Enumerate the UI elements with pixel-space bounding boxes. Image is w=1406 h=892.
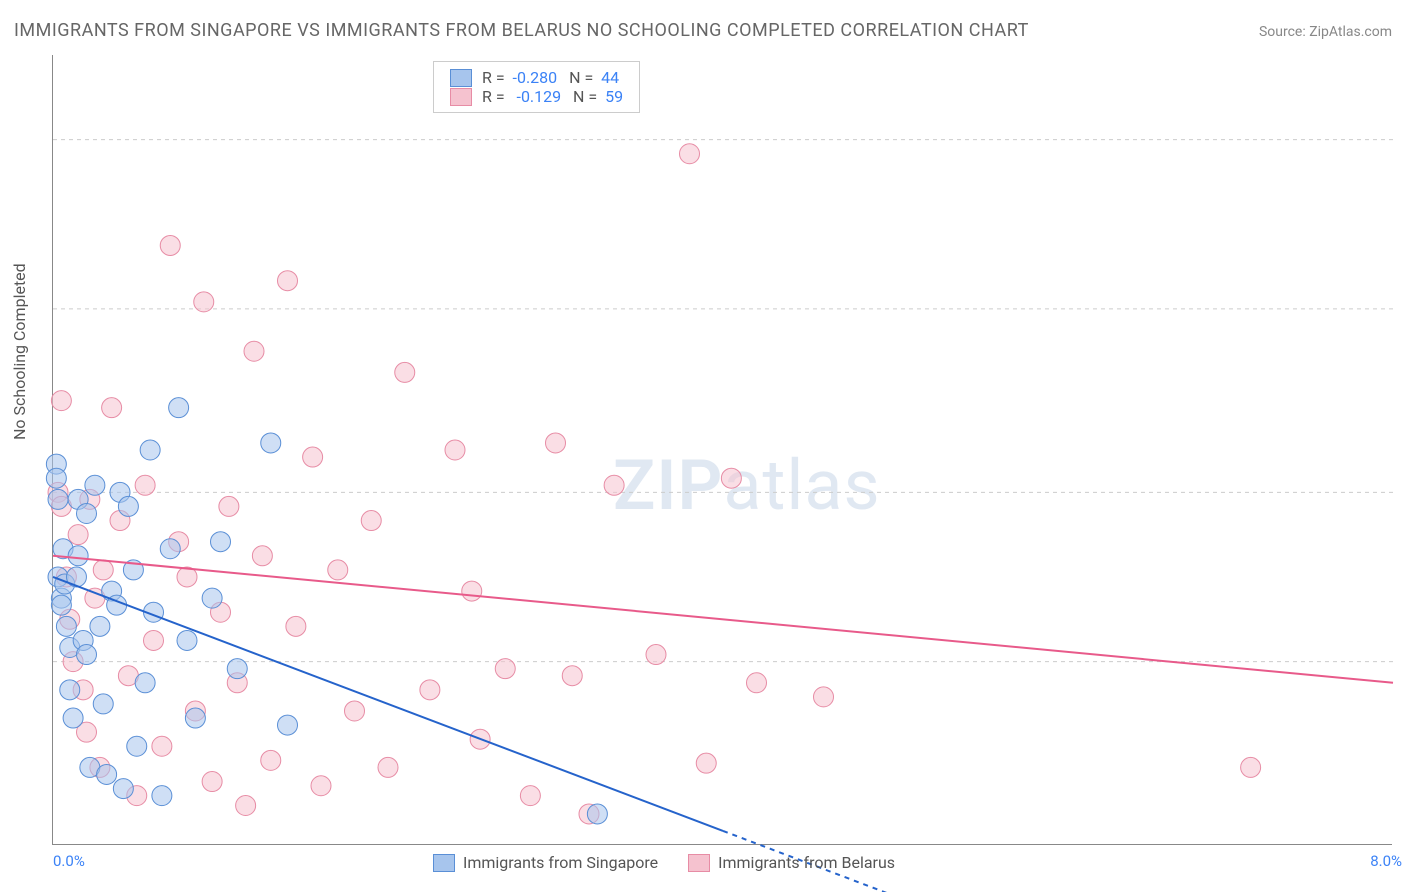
y-axis-label: No Schooling Completed bbox=[10, 263, 29, 440]
legend-bottom: Immigrants from Singapore Immigrants fro… bbox=[433, 853, 895, 872]
y-tick-label: 3.8% bbox=[1398, 300, 1406, 318]
y-tick-label: 2.5% bbox=[1398, 483, 1406, 501]
legend-item-b: Immigrants from Belarus bbox=[688, 853, 895, 872]
x-tick-left: 0.0% bbox=[53, 852, 85, 870]
legend-label-a: Immigrants from Singapore bbox=[463, 853, 658, 872]
chart-plot-area: ZIPatlas R = -0.280 N = 44 R = -0.129 N … bbox=[52, 55, 1392, 845]
chart-title: IMMIGRANTS FROM SINGAPORE VS IMMIGRANTS … bbox=[14, 20, 1029, 41]
y-tick-label: 1.3% bbox=[1398, 653, 1406, 671]
scatter-svg bbox=[53, 55, 1392, 844]
legend-swatch-pink-icon bbox=[688, 854, 710, 872]
legend-swatch-blue-icon bbox=[433, 854, 455, 872]
legend-label-b: Immigrants from Belarus bbox=[718, 853, 895, 872]
y-tick-label: 5.0% bbox=[1398, 131, 1406, 149]
x-tick-right: 8.0% bbox=[1370, 852, 1402, 870]
legend-item-a: Immigrants from Singapore bbox=[433, 853, 658, 872]
source-label: Source: ZipAtlas.com bbox=[1259, 24, 1392, 40]
